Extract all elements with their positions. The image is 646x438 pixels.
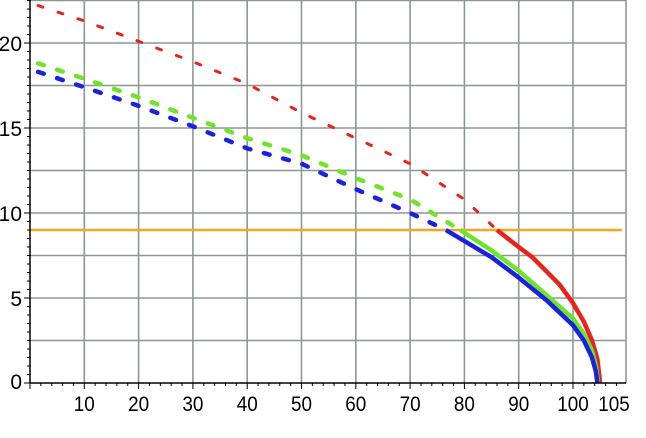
x-tick-label: 90 <box>508 393 529 416</box>
series-1-dotted-line <box>35 61 463 233</box>
y-tick-label: 5 <box>10 288 22 311</box>
x-tick-label: 100 <box>557 393 589 416</box>
grid <box>30 0 627 383</box>
y-tick-label: 15 <box>0 118 22 141</box>
axes <box>24 0 626 389</box>
series-0-solid-line <box>495 228 603 384</box>
series-0-dotted-line <box>36 4 499 232</box>
series-lines <box>30 4 622 384</box>
x-tick-label: 30 <box>182 393 203 416</box>
x-tick-label: 50 <box>291 393 312 416</box>
x-tick-label: 40 <box>237 393 258 416</box>
y-tick-label: 20 <box>0 33 22 56</box>
y-tick-label: 0 <box>10 371 22 394</box>
x-tick-label: 70 <box>400 393 421 416</box>
x-tick-label: 105 <box>598 393 630 416</box>
series-2-solid-line <box>444 228 600 384</box>
y-tick-label: 10 <box>0 203 22 226</box>
x-tick-label: 10 <box>74 393 95 416</box>
x-tick-label: 60 <box>345 393 366 416</box>
x-tick-label: 80 <box>454 393 475 416</box>
series-2-dotted-line <box>35 69 449 233</box>
tick-labels: 10 20 30 40 50 60 70 80 90 100 105 0 5 10 15 20 <box>0 33 630 416</box>
x-tick-label: 20 <box>128 393 149 416</box>
